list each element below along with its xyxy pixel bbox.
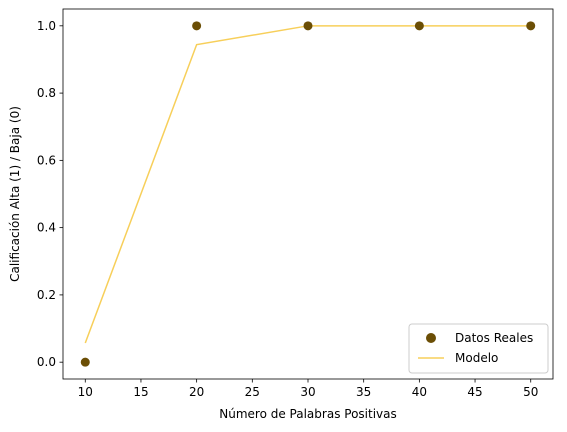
x-tick-label: 20	[189, 385, 204, 399]
series-line-modelo	[84, 25, 531, 344]
y-tick-label: 1.0	[37, 19, 56, 33]
y-axis-ticks: 0.0 0.2 0.4 0.6 0.8 1.0	[37, 19, 63, 369]
scatter-point	[192, 21, 202, 31]
x-tick-label: 50	[523, 385, 538, 399]
y-tick-label: 0.2	[37, 288, 56, 302]
y-tick-label: 0.0	[37, 355, 56, 369]
legend-box	[408, 323, 549, 374]
scatter-point	[414, 21, 424, 31]
y-tick-label: 0.8	[37, 86, 56, 100]
x-tick-label: 15	[133, 385, 148, 399]
legend-label-datos-reales: Datos Reales	[455, 331, 533, 345]
x-tick-label: 10	[78, 385, 93, 399]
y-tick-label: 0.4	[37, 221, 56, 235]
scatter-point	[303, 21, 313, 31]
x-axis-ticks: 10 15 20 25 30 35 40 45 50	[78, 379, 538, 399]
x-tick-label: 25	[245, 385, 260, 399]
series-layer	[80, 21, 536, 367]
x-tick-label: 40	[412, 385, 427, 399]
y-tick-label: 0.6	[37, 153, 56, 167]
legend-label-modelo: Modelo	[455, 351, 498, 365]
scatter-point	[80, 357, 90, 367]
x-tick-label: 30	[300, 385, 315, 399]
legend-marker-datos-reales	[426, 333, 436, 343]
x-tick-label: 45	[467, 385, 482, 399]
legend: Datos Reales Modelo	[408, 323, 549, 374]
scatter-point	[526, 21, 536, 31]
x-axis-title: Número de Palabras Positivas	[219, 407, 397, 421]
y-axis-title: Calificación Alta (1) / Baja (0)	[8, 106, 22, 282]
x-tick-label: 35	[356, 385, 371, 399]
